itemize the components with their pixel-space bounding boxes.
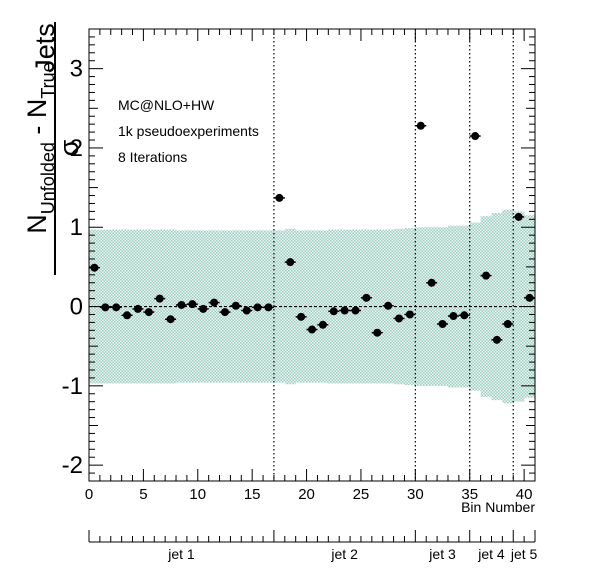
y-axis-ticks: -2 -1 0 1 2 3 — [62, 28, 535, 482]
annotation-generator: MC@NLO+HW — [118, 97, 215, 113]
band-bin — [371, 229, 384, 384]
x-tick-label: 5 — [139, 486, 147, 503]
data-point — [188, 300, 197, 309]
annotation-pseudoexperiments: 1k pseudoexperiments — [118, 123, 259, 139]
data-point — [471, 132, 480, 141]
data-point — [242, 306, 251, 315]
jet-group-label: jet 3 — [428, 546, 456, 562]
data-point — [427, 278, 436, 287]
x-axis-ticks: 0 5 10 15 20 25 30 35 40 — [85, 29, 536, 503]
y-tick-label: -2 — [62, 452, 83, 479]
data-point — [166, 315, 175, 324]
data-point — [405, 310, 414, 319]
y-axis-label: NUnfolded - NTrue σ Jets — [22, 22, 84, 275]
y-tick-label: 3 — [70, 56, 83, 83]
data-point — [438, 319, 447, 328]
data-point — [177, 300, 186, 309]
x-tick-label: 20 — [298, 486, 315, 503]
jet-group-label: jet 2 — [330, 546, 358, 562]
data-point — [90, 263, 99, 272]
data-point — [210, 298, 219, 307]
data-point — [144, 308, 153, 317]
data-point — [395, 314, 404, 323]
data-point — [460, 311, 469, 320]
jet-boundary-lines — [273, 29, 514, 481]
plot-frame — [88, 28, 536, 482]
data-point — [492, 335, 501, 344]
data-point — [155, 294, 164, 303]
data-point — [286, 258, 295, 267]
data-point — [514, 212, 523, 221]
data-points — [88, 121, 536, 344]
jet-group-axis: jet 1 jet 2 jet 3 jet 4 jet 5 — [88, 530, 538, 562]
band-bin — [306, 230, 318, 383]
x-tick-label: 35 — [461, 486, 478, 503]
y-tick-label: 1 — [70, 214, 83, 241]
x-tick-label: 25 — [353, 486, 370, 503]
data-point — [340, 306, 349, 315]
data-point — [220, 308, 229, 317]
band-bin — [447, 225, 460, 388]
band-bin — [502, 209, 514, 404]
data-point — [449, 312, 458, 321]
data-point — [482, 271, 491, 280]
data-point — [133, 304, 142, 313]
band-bin — [437, 227, 449, 386]
data-point — [199, 304, 208, 313]
jet-group-label: jet 4 — [477, 546, 505, 562]
y-label-n: N — [22, 214, 52, 234]
x-tick-label: 30 — [407, 486, 424, 503]
band-bin — [513, 211, 525, 402]
band-bin — [491, 212, 503, 401]
band-bin — [121, 229, 133, 384]
data-point — [362, 293, 371, 302]
y-tick-label: -1 — [62, 373, 83, 400]
annotation-iterations: 8 Iterations — [118, 149, 187, 165]
svg-text:NUnfolded - NTrue: NUnfolded - NTrue — [22, 62, 58, 233]
y-tick-label: 0 — [70, 294, 83, 321]
data-point — [351, 306, 360, 315]
jet-group-label: jet 5 — [510, 546, 538, 562]
x-tick-label: 40 — [516, 486, 533, 503]
band-bin — [328, 229, 340, 384]
y-label-true-sub: True — [38, 62, 58, 98]
data-point — [275, 193, 284, 202]
y-label-sigma: σ — [54, 139, 84, 156]
y-label-unfolded-sub: Unfolded — [38, 142, 58, 214]
x-axis-label: Bin Number — [461, 499, 535, 515]
data-point — [503, 319, 512, 328]
data-point — [308, 325, 316, 334]
band-bin — [143, 229, 155, 384]
data-point — [253, 303, 262, 312]
x-tick-label: 10 — [189, 486, 206, 503]
x-tick-label: 15 — [244, 486, 261, 503]
y-label-jets: Jets — [30, 23, 60, 73]
y-tick-label: 2 — [70, 135, 83, 162]
y-label-minus-n: - N — [22, 99, 52, 143]
data-point — [123, 311, 132, 320]
data-point — [264, 303, 273, 312]
data-point — [525, 293, 534, 302]
data-point — [112, 303, 121, 312]
data-point — [384, 301, 393, 310]
data-point — [329, 307, 338, 316]
annotation-block: MC@NLO+HW 1k pseudoexperiments 8 Iterati… — [118, 97, 259, 165]
jet-group-label: jet 1 — [167, 546, 195, 562]
data-point — [318, 320, 327, 329]
band-bin — [317, 230, 329, 383]
data-point — [297, 312, 306, 321]
data-point — [231, 301, 240, 310]
x-tick-label: 0 — [85, 486, 93, 503]
data-point — [416, 121, 425, 130]
data-point — [101, 303, 110, 312]
data-point — [373, 328, 382, 337]
